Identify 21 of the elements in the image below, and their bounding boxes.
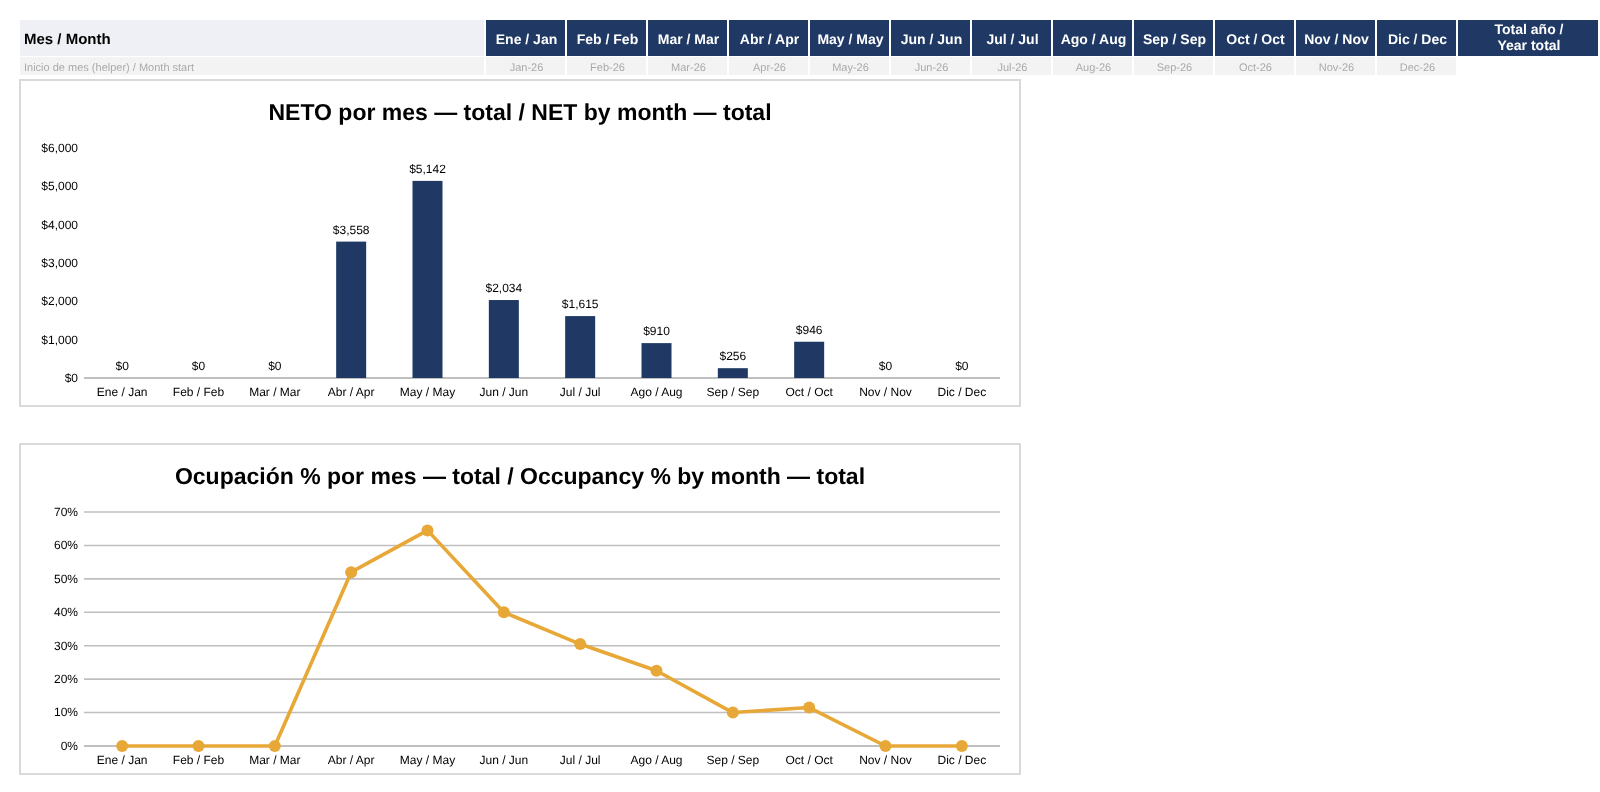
- point: [345, 566, 358, 579]
- point: [803, 701, 816, 714]
- point: [650, 664, 663, 677]
- point: [116, 740, 129, 752]
- bar: [412, 180, 443, 378]
- bar: [565, 316, 596, 378]
- point: [268, 740, 281, 752]
- point: [421, 524, 434, 537]
- chart-title: NETO por mes — total / NET by month — total: [268, 102, 772, 126]
- chart-title: Ocupación % por mes — total / Occupancy % by month — total: [174, 466, 866, 490]
- point: [879, 740, 892, 752]
- bar: [488, 300, 519, 378]
- bar: [336, 241, 367, 378]
- point: [726, 706, 739, 719]
- point: [955, 740, 968, 752]
- point: [192, 740, 205, 752]
- point: [497, 606, 510, 619]
- bar: [717, 368, 748, 378]
- bar: [641, 343, 672, 378]
- point: [574, 638, 587, 651]
- bar: [794, 341, 825, 378]
